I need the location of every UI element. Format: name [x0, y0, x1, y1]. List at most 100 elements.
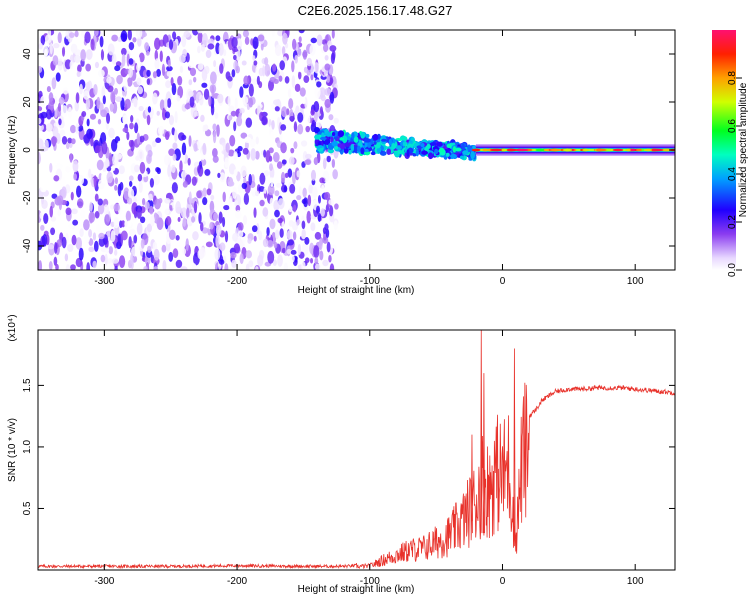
colorbar: 0.0 0.2 0.4 0.6 0.8 Normalized spectral ampl…: [712, 30, 749, 277]
tick-label: 0.8: [727, 71, 738, 85]
spectrogram-cell: [131, 246, 138, 257]
spectrogram-cell: [47, 101, 54, 112]
spectrogram-cell: [446, 143, 452, 148]
spectrogram-cell: [113, 203, 120, 212]
tick-label: 1.0: [22, 440, 33, 454]
spectrogram-cell: [320, 95, 326, 102]
spectrogram-cell: [212, 147, 218, 158]
spectrogram-cell: [219, 63, 224, 74]
spectrogram-cell: [52, 55, 59, 66]
spectrogram-cell: [332, 169, 338, 180]
spectrogram-cell: [318, 87, 326, 99]
spectrogram-cell: [310, 109, 315, 116]
spectrogram-cell: [105, 247, 110, 254]
spectrogram-cell: [233, 168, 238, 177]
spectrogram-cell: [301, 261, 306, 270]
spectrogram-cell: [294, 54, 299, 64]
spectrogram-cell: [274, 106, 280, 112]
spectrogram-cell: [303, 75, 310, 84]
spectrogram-cell: [238, 112, 242, 120]
spectrogram-cell: [339, 137, 345, 141]
spectrogram-cell: [181, 134, 187, 141]
spectrogram-cell: [324, 138, 331, 146]
spectrogram-cell: [106, 171, 114, 184]
spectrogram-cell: [289, 183, 296, 194]
spectrogram-cell: [185, 238, 189, 252]
spectrogram-cell: [277, 217, 283, 224]
spectrogram-cell: [319, 136, 327, 141]
spectrogram-cell: [242, 147, 249, 155]
spectrogram-cell: [129, 122, 134, 130]
spectrogram-cell: [146, 69, 151, 77]
spectrogram-cell: [251, 252, 258, 261]
spectrogram-cell: [287, 88, 292, 98]
spectrogram-cell: [75, 237, 83, 250]
spectrogram-cell: [210, 194, 215, 201]
spectrogram-cell: [288, 205, 293, 213]
spectrogram-cell: [69, 60, 74, 70]
spectrogram-cell: [288, 98, 294, 110]
spectrogram-cell: [70, 191, 74, 201]
spectrogram-cell: [53, 122, 60, 128]
spectrogram-cell: [111, 164, 116, 172]
spectrogram-cell: [288, 220, 295, 227]
spectrogram-cell: [111, 258, 119, 264]
spectrogram-cell: [39, 212, 43, 220]
spectrogram-cell: [255, 266, 259, 270]
spectrogram-cell: [467, 144, 471, 153]
spectrogram-cell: [137, 36, 142, 47]
spectrogram-cell: [179, 65, 184, 74]
spectrogram-cell: [406, 149, 410, 157]
spectrogram-cell: [114, 87, 118, 95]
spectrogram-cell: [300, 140, 308, 147]
spectrogram-cell: [266, 226, 270, 236]
spectrogram-cell: [139, 161, 146, 174]
spectrogram-cell: [236, 38, 243, 51]
spectrogram-cell: [318, 141, 322, 147]
spectrogram-cell: [273, 241, 278, 249]
tick-label: -100: [360, 576, 380, 587]
spectrogram-cell: [310, 62, 314, 75]
spectrogram-cell: [115, 61, 122, 67]
spectrogram-cell: [110, 90, 116, 104]
spectrogram-cell: [47, 244, 55, 250]
spectrogram-cell: [219, 242, 226, 252]
spectrogram-cell: [189, 67, 197, 77]
spectrogram-cell: [319, 250, 324, 261]
spectrogram-cell: [156, 167, 161, 175]
spectrogram-cell: [253, 235, 257, 242]
spectrogram-cell: [255, 66, 259, 78]
spectrogram-cell: [191, 176, 197, 186]
spectrogram-cell: [302, 49, 308, 60]
spectrogram-cell: [315, 122, 322, 129]
spectrogram-cell: [55, 163, 63, 170]
spectrogram-cell: [294, 256, 298, 263]
spectrogram-cell: [214, 112, 219, 120]
spectrogram-cell: [262, 163, 267, 169]
spectrogram-cell: [309, 242, 315, 255]
spectrogram-cell: [356, 145, 361, 153]
spectrogram-cell: [131, 202, 138, 215]
spectrogram-cell: [320, 184, 325, 195]
spectrogram-cell: [132, 196, 137, 204]
spectrogram-cell: [83, 219, 90, 231]
spectrogram-cell: [181, 34, 187, 48]
spectrogram-cell: [200, 114, 205, 123]
spectrogram-cell: [258, 230, 263, 241]
spectrogram-cell: [254, 190, 260, 197]
spectrogram-cell: [193, 76, 197, 83]
spectrogram-cell: [388, 138, 393, 146]
spectrogram-cell: [212, 155, 219, 163]
spectrogram-cell: [516, 148, 529, 152]
spectrogram-cell: [211, 165, 216, 175]
spectrogram-cell: [139, 216, 146, 224]
spectrogram-cell: [258, 186, 265, 192]
spectrogram-cell: [264, 57, 269, 66]
spectrogram-cell: [333, 117, 339, 124]
spectrogram-cell: [232, 186, 238, 199]
spectrogram-cell: [310, 222, 316, 232]
spectrogram-cell: [644, 148, 653, 152]
spectrogram-cell: [135, 155, 140, 161]
spectrogram-cell: [314, 257, 319, 266]
spectrogram-cell: [137, 56, 141, 68]
